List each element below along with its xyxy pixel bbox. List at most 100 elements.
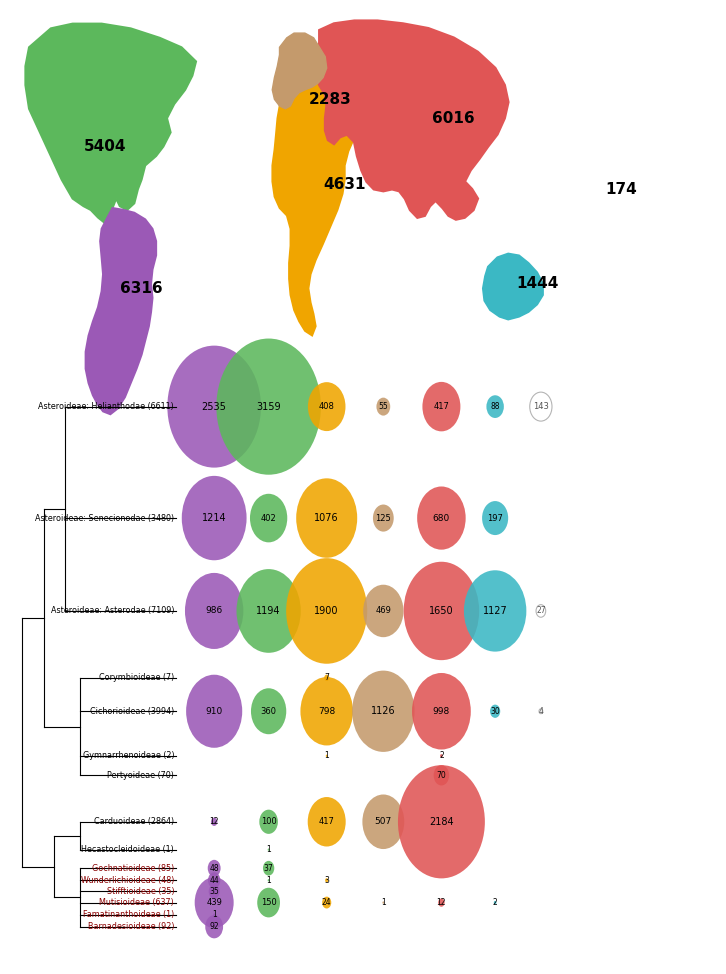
Text: 1650: 1650 <box>429 606 454 616</box>
Circle shape <box>216 339 321 474</box>
Text: 402: 402 <box>261 513 277 523</box>
Text: 1127: 1127 <box>483 606 507 616</box>
Text: 27: 27 <box>536 607 546 616</box>
Circle shape <box>376 397 391 416</box>
Text: 7: 7 <box>325 673 329 683</box>
Text: Carduoideae (2864): Carduoideae (2864) <box>94 817 174 826</box>
Text: 6316: 6316 <box>121 281 163 296</box>
Text: 417: 417 <box>433 402 449 411</box>
Circle shape <box>490 704 500 718</box>
Circle shape <box>404 562 479 660</box>
Circle shape <box>257 887 280 918</box>
Circle shape <box>208 860 221 877</box>
Text: 1: 1 <box>381 898 386 907</box>
Circle shape <box>263 861 274 876</box>
Text: 986: 986 <box>205 607 223 616</box>
Text: Pertyoideae (70): Pertyoideae (70) <box>107 770 174 780</box>
Text: 12: 12 <box>436 898 446 907</box>
Circle shape <box>186 675 242 748</box>
Text: 1: 1 <box>266 845 271 854</box>
Text: 998: 998 <box>433 707 450 716</box>
Text: 2: 2 <box>493 898 497 907</box>
Circle shape <box>440 754 443 758</box>
Text: 174: 174 <box>605 181 637 197</box>
Text: 507: 507 <box>375 817 392 826</box>
Text: 6016: 6016 <box>433 111 475 126</box>
Polygon shape <box>25 23 196 225</box>
Text: 680: 680 <box>433 513 450 523</box>
Text: 439: 439 <box>206 898 222 907</box>
Text: 2283: 2283 <box>309 92 351 107</box>
Circle shape <box>433 766 449 785</box>
Text: 2535: 2535 <box>202 401 227 412</box>
Polygon shape <box>272 33 327 109</box>
Circle shape <box>439 898 444 907</box>
Text: 798: 798 <box>318 707 335 716</box>
Text: 2: 2 <box>439 751 444 761</box>
Text: 37: 37 <box>264 864 274 873</box>
Circle shape <box>195 878 234 928</box>
Text: Hecastocleidoideae (1): Hecastocleidoideae (1) <box>81 845 174 854</box>
Circle shape <box>205 916 223 938</box>
Circle shape <box>268 848 269 851</box>
Text: Cichorioideae (3994): Cichorioideae (3994) <box>90 707 174 716</box>
Text: Asteroideae: Senecionodae (3480): Asteroideae: Senecionodae (3480) <box>35 513 174 523</box>
Circle shape <box>251 689 286 734</box>
Text: 1: 1 <box>266 876 271 884</box>
Polygon shape <box>86 208 156 414</box>
Circle shape <box>423 382 460 431</box>
Circle shape <box>325 879 328 882</box>
Polygon shape <box>483 253 543 319</box>
Text: 3159: 3159 <box>256 401 281 412</box>
Circle shape <box>259 809 278 834</box>
Text: 4631: 4631 <box>324 177 366 192</box>
Circle shape <box>208 884 220 899</box>
Text: Stifftioideae (35): Stifftioideae (35) <box>107 887 174 896</box>
Text: 12: 12 <box>209 817 219 826</box>
Text: 1214: 1214 <box>202 513 227 523</box>
Text: Asteroideae: Helianthodae (6611): Asteroideae: Helianthodae (6611) <box>38 402 174 411</box>
Circle shape <box>352 671 415 752</box>
Circle shape <box>182 476 247 560</box>
Text: Corymbioideae (7): Corymbioideae (7) <box>99 673 174 683</box>
Circle shape <box>301 677 353 745</box>
Text: 1444: 1444 <box>516 277 558 291</box>
Circle shape <box>373 505 393 532</box>
Circle shape <box>168 346 261 468</box>
Circle shape <box>322 897 331 909</box>
Text: 100: 100 <box>261 817 277 826</box>
Circle shape <box>308 797 346 846</box>
Circle shape <box>237 569 301 653</box>
Text: Wunderlichioideae (48): Wunderlichioideae (48) <box>81 876 174 884</box>
Circle shape <box>383 901 384 904</box>
Text: 5404: 5404 <box>84 139 126 154</box>
Circle shape <box>326 755 327 757</box>
Circle shape <box>308 382 346 431</box>
Text: 2184: 2184 <box>429 817 454 827</box>
Text: 469: 469 <box>375 607 391 616</box>
Text: 143: 143 <box>533 402 549 411</box>
Circle shape <box>398 766 485 879</box>
Text: 408: 408 <box>319 402 335 411</box>
Text: 1900: 1900 <box>314 606 339 616</box>
Text: 417: 417 <box>319 817 335 826</box>
Text: 125: 125 <box>375 513 391 523</box>
Text: 44: 44 <box>209 876 219 884</box>
Circle shape <box>296 478 357 558</box>
Circle shape <box>363 584 404 637</box>
Text: Gochnatioideae (85): Gochnatioideae (85) <box>92 864 174 873</box>
Text: 150: 150 <box>261 898 277 907</box>
Text: 55: 55 <box>378 402 388 411</box>
Text: 30: 30 <box>490 707 500 716</box>
Text: Mutisioideae (637): Mutisioideae (637) <box>99 898 174 907</box>
Text: 24: 24 <box>322 898 332 907</box>
Text: 910: 910 <box>205 707 223 716</box>
Circle shape <box>417 486 465 549</box>
Text: 92: 92 <box>209 922 219 931</box>
Text: 1194: 1194 <box>256 606 281 616</box>
Text: 35: 35 <box>209 887 219 896</box>
Text: 1: 1 <box>325 751 329 761</box>
Circle shape <box>211 817 217 826</box>
Text: 4: 4 <box>539 707 543 716</box>
Text: 1: 1 <box>212 910 216 919</box>
